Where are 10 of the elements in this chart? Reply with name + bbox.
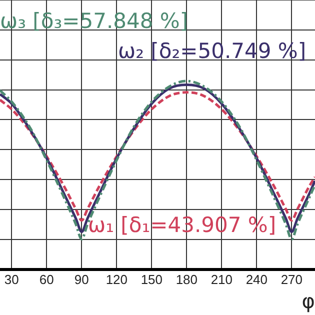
x-tick-label: 30 (4, 272, 19, 287)
x-tick-label: 60 (39, 272, 54, 287)
x-axis-title: φ (302, 289, 315, 314)
x-tick-label: 180 (176, 272, 198, 287)
x-tick-label: 270 (280, 272, 303, 287)
x-tick-label: 210 (210, 272, 233, 287)
x-tick-label: 120 (106, 272, 128, 287)
x-tick-label: 240 (246, 272, 268, 287)
x-tick-label: 150 (140, 272, 163, 287)
x-tick-label: 90 (74, 272, 89, 287)
